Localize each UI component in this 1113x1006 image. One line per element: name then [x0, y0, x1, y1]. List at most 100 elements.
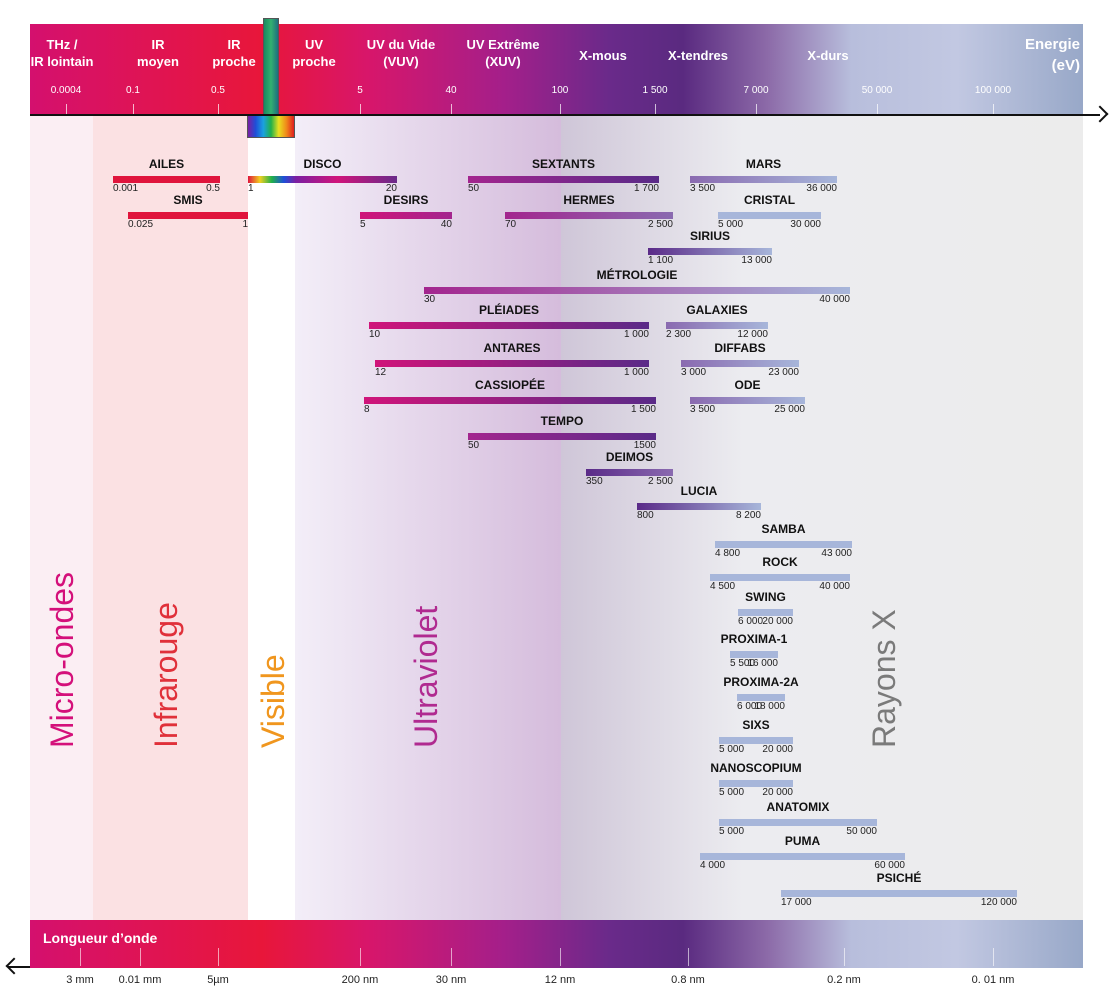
beamline-max-energy: 12 000	[737, 329, 768, 340]
beamline-name: NANOSCOPIUM	[710, 761, 802, 775]
beamline-max-energy: 30 000	[790, 219, 821, 230]
beamline-name: ODE	[734, 378, 761, 392]
beamline-name: ANTARES	[483, 341, 541, 355]
beamline-min-energy: 5 000	[719, 826, 745, 837]
beamline-min-energy: 50	[468, 440, 480, 451]
energy-tick-label: 0.5	[211, 85, 225, 96]
domain-label-xray: Rayons X	[866, 609, 902, 748]
beamline-bar	[738, 609, 793, 616]
wavelength-tick-label: 0. 01 nm	[971, 974, 1015, 986]
energy-axis-line	[30, 114, 1100, 116]
beamline-bar	[715, 541, 852, 548]
beamline-bar	[248, 176, 397, 183]
beamline-max-energy: 2 500	[647, 476, 673, 487]
beamline-min-energy: 5 000	[718, 219, 744, 230]
energy-tick-label: 0.1	[126, 85, 140, 96]
beamline-bar	[737, 694, 785, 701]
energy-tick-label: 100	[551, 85, 569, 96]
beamline-bar	[666, 322, 768, 329]
beamline-bar	[690, 397, 805, 404]
energy-tick-label: 1 500	[642, 85, 668, 96]
wavelength-tick-mark	[451, 948, 452, 966]
beamline-bar	[113, 176, 220, 183]
beamline-bar	[690, 176, 837, 183]
wavelength-tick-label: 0.8 nm	[671, 974, 705, 986]
beamline-max-energy: 1 000	[623, 329, 649, 340]
beamline-name: DESIRS	[383, 193, 429, 207]
wavelength-tick-label: 12 nm	[544, 974, 576, 986]
beamline-min-energy: 1 100	[648, 255, 674, 266]
energy-tick-label: 40	[445, 85, 457, 96]
beamline-name: ROCK	[762, 555, 798, 569]
region-ir-mid: IR moyen	[137, 37, 179, 69]
energy-tick-label: 50 000	[861, 85, 893, 96]
energy-tick-mark	[360, 104, 361, 114]
region-soft-x: X-mous	[579, 48, 627, 63]
wavelength-tick-mark	[218, 948, 219, 966]
beamline-max-energy: 40 000	[819, 581, 850, 592]
beamline-name: GALAXIES	[686, 303, 748, 317]
wavelength-tick-mark	[560, 948, 561, 966]
zone-visible	[248, 114, 295, 920]
region-thz-ir-far: THz / IR lointain	[30, 37, 94, 69]
beamline-name: MARS	[745, 157, 782, 171]
beamline-bar	[637, 503, 761, 510]
region-tender-x: X-tendres	[668, 48, 728, 63]
beamline-max-energy: 40	[440, 219, 452, 230]
beamline-min-energy: 10	[369, 329, 381, 340]
beamline-name: CASSIOPÉE	[474, 378, 546, 392]
beamline-name: AILES	[148, 157, 185, 171]
beamline-name: TEMPO	[540, 414, 584, 428]
wavelength-tick-label: 0.01 mm	[118, 974, 162, 986]
beamline-max-energy: 18 000	[754, 701, 785, 712]
beamline-max-energy: 23 000	[768, 367, 799, 378]
domain-label-infrared: Infrarouge	[148, 602, 184, 748]
beamline-max-energy: 1500	[633, 440, 656, 451]
region-vuv: UV du Vide (VUV)	[366, 37, 436, 69]
beamline-min-energy: 5	[360, 219, 366, 230]
beamline-bar	[360, 212, 452, 219]
beamline-bar	[710, 574, 850, 581]
beamline-min-energy: 3 500	[690, 404, 716, 415]
zone-infrared	[93, 114, 248, 920]
beamline-bar	[375, 360, 649, 367]
beamline-name: DEIMOS	[605, 450, 654, 464]
wavelength-tick-label: 5µm	[207, 974, 229, 986]
beamline-min-energy: 2 300	[666, 329, 692, 340]
beamline-name: DISCO	[303, 157, 342, 171]
beamline-min-energy: 5 000	[719, 787, 745, 798]
beamline-name: SIXS	[742, 718, 770, 732]
beamline-bar	[586, 469, 673, 476]
beamline-min-energy: 3 500	[690, 183, 716, 194]
energy-tick-label: 5	[357, 85, 363, 96]
beamline-max-energy: 43 000	[821, 548, 852, 559]
beamline-min-energy: 0.025	[128, 219, 154, 230]
beamline-bar	[700, 853, 905, 860]
wavelength-tick-label: 200 nm	[341, 974, 379, 986]
beamline-bar	[364, 397, 656, 404]
beamline-bar	[468, 433, 656, 440]
beamline-name: SAMBA	[761, 522, 806, 536]
beamline-bar	[468, 176, 659, 183]
energy-tick-mark	[218, 104, 219, 114]
energy-tick-label: 0.0004	[50, 85, 82, 96]
beamline-name: ANATOMIX	[766, 800, 830, 814]
beamline-bar	[648, 248, 772, 255]
beamline-max-energy: 20 000	[762, 744, 793, 755]
beamline-min-energy: 4 800	[715, 548, 741, 559]
energy-axis-arrowhead	[1091, 105, 1109, 123]
beamline-max-energy: 40 000	[819, 294, 850, 305]
beamline-max-energy: 20 000	[762, 787, 793, 798]
beamline-min-energy: 5 500	[730, 658, 756, 669]
wavelength-tick-label: 30 nm	[435, 974, 467, 986]
wavelength-axis-arrowhead	[5, 957, 23, 975]
beamline-bar	[369, 322, 649, 329]
beamline-min-energy: 350	[586, 476, 603, 487]
wavelength-tick-mark	[993, 948, 994, 966]
beamline-min-energy: 5 000	[719, 744, 745, 755]
domain-label-microwave: Micro-ondes	[44, 571, 80, 748]
beamline-name: LUCIA	[680, 484, 718, 498]
beamline-name: MÉTROLOGIE	[596, 268, 678, 282]
energy-unit-label: Energie (eV)	[1024, 36, 1080, 74]
wavelength-tick-label: 3 mm	[66, 974, 94, 986]
